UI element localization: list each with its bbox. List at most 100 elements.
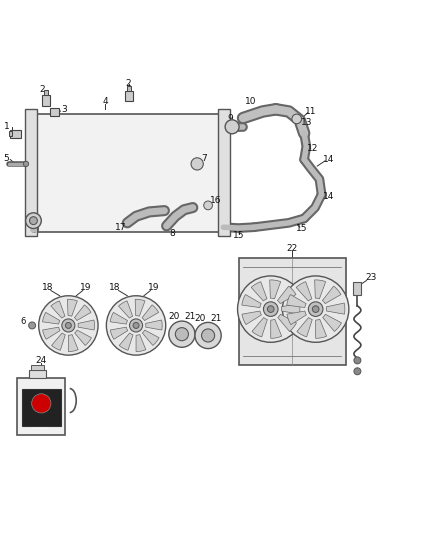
Wedge shape	[287, 311, 306, 325]
Circle shape	[237, 276, 304, 342]
Circle shape	[32, 394, 51, 413]
Circle shape	[201, 329, 215, 342]
Wedge shape	[251, 281, 267, 301]
Wedge shape	[136, 335, 146, 352]
Circle shape	[106, 296, 166, 355]
Text: 14: 14	[322, 155, 334, 164]
Text: 18: 18	[110, 284, 121, 293]
Wedge shape	[326, 303, 345, 314]
Wedge shape	[74, 330, 92, 345]
Wedge shape	[42, 312, 60, 324]
Text: 11: 11	[305, 107, 316, 116]
Text: 20: 20	[168, 312, 180, 321]
Wedge shape	[119, 301, 133, 318]
Text: 15: 15	[233, 231, 244, 239]
Text: 2: 2	[126, 79, 131, 87]
Bar	[11, 130, 21, 138]
Text: 10: 10	[245, 98, 256, 107]
Circle shape	[268, 306, 274, 312]
Wedge shape	[271, 319, 282, 338]
Text: MOPAR: MOPAR	[32, 415, 51, 420]
Text: 6: 6	[21, 318, 26, 326]
Text: 21: 21	[184, 312, 195, 321]
Wedge shape	[110, 327, 128, 340]
Wedge shape	[314, 280, 325, 299]
Circle shape	[130, 319, 143, 332]
Text: 18: 18	[42, 284, 53, 293]
Circle shape	[28, 322, 35, 329]
Bar	[353, 282, 361, 295]
Bar	[218, 109, 230, 236]
Wedge shape	[278, 286, 296, 304]
Wedge shape	[252, 318, 267, 337]
Circle shape	[62, 319, 75, 332]
Text: 4: 4	[102, 98, 108, 107]
Wedge shape	[142, 330, 159, 345]
Text: 3: 3	[61, 105, 67, 114]
Text: 19: 19	[80, 284, 92, 293]
Wedge shape	[51, 301, 65, 318]
Bar	[31, 365, 44, 370]
Circle shape	[133, 322, 139, 328]
Circle shape	[308, 302, 323, 317]
Text: 6: 6	[31, 226, 36, 235]
Circle shape	[354, 357, 361, 364]
Text: 7: 7	[202, 154, 208, 163]
Wedge shape	[282, 303, 300, 314]
Circle shape	[263, 302, 278, 317]
Wedge shape	[278, 314, 297, 332]
Bar	[125, 91, 133, 101]
Wedge shape	[67, 300, 77, 316]
Wedge shape	[287, 295, 306, 308]
Text: 8: 8	[170, 229, 175, 238]
Wedge shape	[142, 305, 159, 320]
Wedge shape	[78, 320, 95, 330]
Circle shape	[169, 321, 195, 348]
Wedge shape	[297, 318, 312, 337]
Circle shape	[283, 276, 349, 342]
Text: 15: 15	[296, 224, 308, 233]
Circle shape	[292, 114, 301, 124]
Text: 20: 20	[194, 313, 206, 322]
Text: 5: 5	[3, 154, 9, 163]
Bar	[17, 378, 65, 434]
Text: 16: 16	[210, 196, 221, 205]
Wedge shape	[242, 311, 261, 325]
Wedge shape	[316, 319, 327, 338]
Text: M: M	[39, 401, 44, 406]
Wedge shape	[68, 335, 78, 352]
Wedge shape	[296, 281, 312, 301]
Wedge shape	[135, 300, 145, 316]
Circle shape	[25, 213, 41, 229]
Bar	[49, 108, 59, 116]
Wedge shape	[42, 327, 60, 340]
Text: 2: 2	[39, 85, 45, 94]
Text: 21: 21	[210, 313, 222, 322]
Text: 19: 19	[148, 284, 159, 293]
Bar	[42, 95, 50, 106]
Circle shape	[354, 368, 361, 375]
Circle shape	[312, 306, 319, 312]
Text: 12: 12	[307, 144, 318, 153]
Bar	[239, 258, 346, 365]
Wedge shape	[110, 312, 127, 324]
Circle shape	[191, 158, 203, 170]
Bar	[21, 389, 61, 426]
Wedge shape	[74, 305, 91, 320]
Wedge shape	[145, 320, 162, 330]
Bar	[29, 370, 46, 378]
Circle shape	[195, 322, 221, 349]
Bar	[25, 109, 37, 236]
Wedge shape	[322, 286, 341, 304]
Text: 23: 23	[365, 273, 377, 282]
Text: ANTIFREEZE: ANTIFREEZE	[29, 421, 53, 425]
Bar	[44, 90, 48, 95]
Circle shape	[175, 328, 188, 341]
Circle shape	[204, 201, 212, 210]
Wedge shape	[242, 295, 261, 308]
Circle shape	[29, 217, 37, 224]
Circle shape	[65, 322, 71, 328]
Circle shape	[23, 161, 28, 166]
Text: 14: 14	[322, 192, 334, 201]
Wedge shape	[270, 280, 281, 299]
